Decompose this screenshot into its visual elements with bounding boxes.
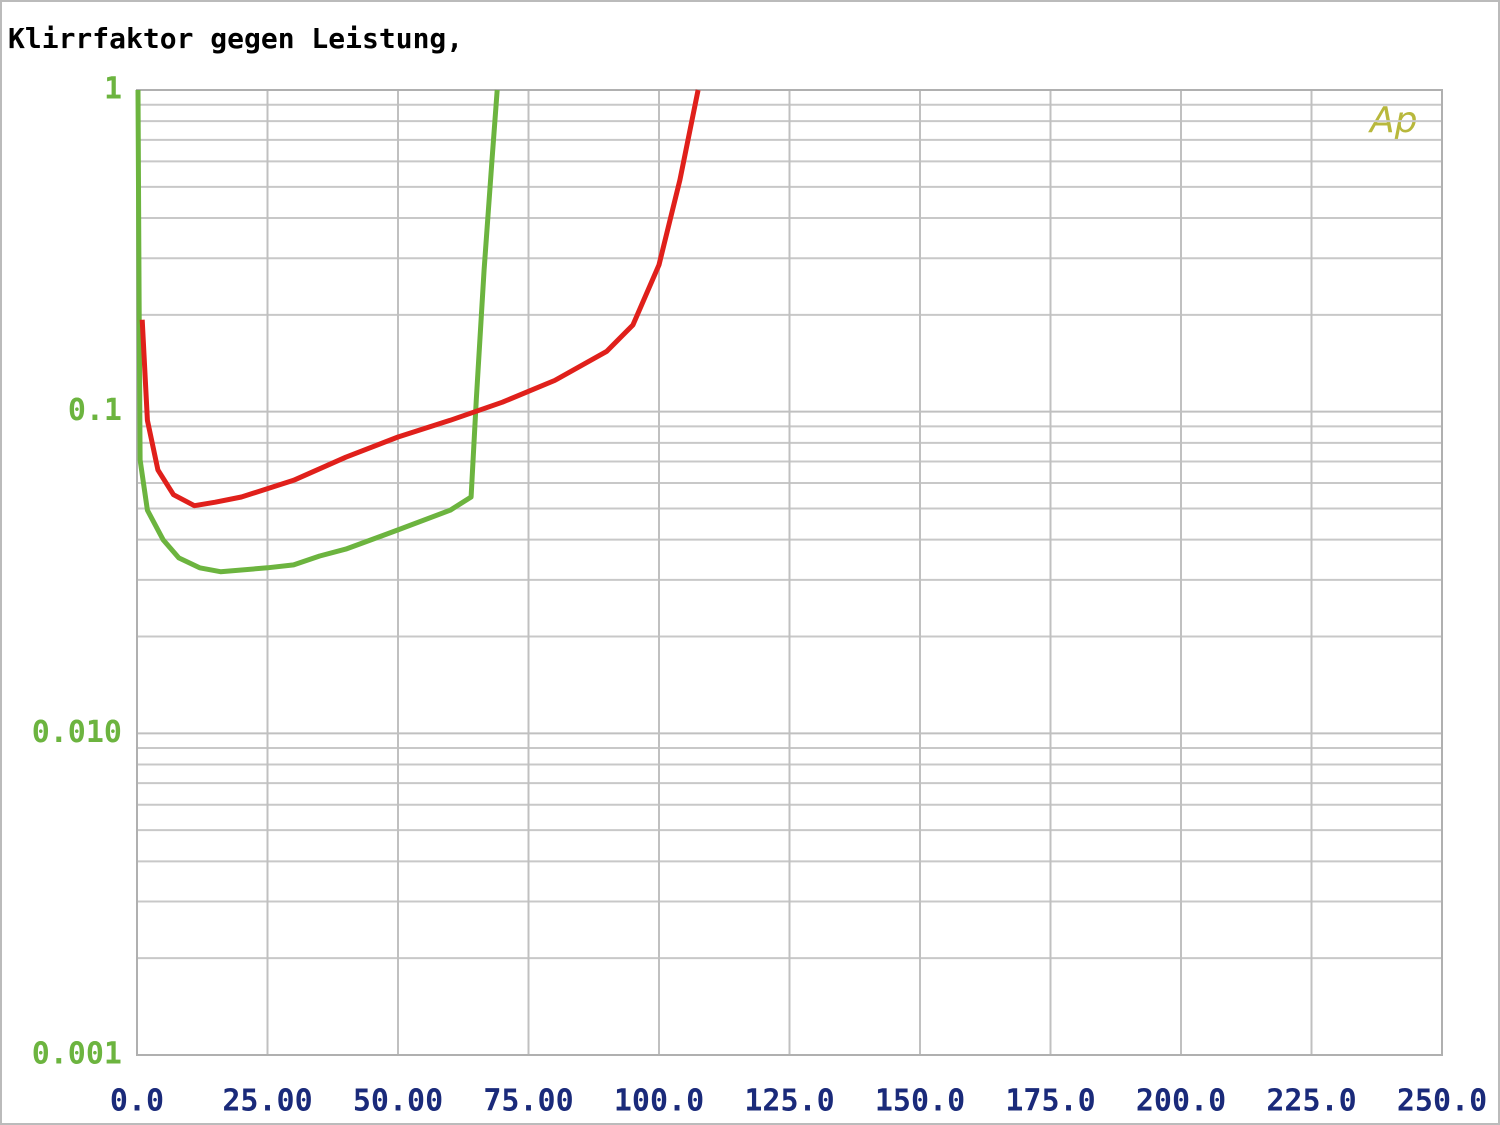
x-tick-label: 25.00 [222,1084,312,1119]
x-tick-label: 250.0 [1397,1084,1487,1119]
x-tick-label: 0.0 [110,1084,164,1119]
x-tick-label: 100.0 [614,1084,704,1119]
x-tick-label: 50.00 [353,1084,443,1119]
x-tick-label: 175.0 [1005,1084,1095,1119]
chart-title: Klirrfaktor gegen Leistung, [8,22,463,55]
y-tick-label: 0.010 [32,715,122,750]
x-tick-label: 75.00 [483,1084,573,1119]
x-tick-label: 150.0 [875,1084,965,1119]
series-line [139,89,701,509]
x-tick-label: 200.0 [1136,1084,1226,1119]
plot-border [136,89,1443,1056]
series-line [135,89,500,575]
y-tick-label: 0.001 [32,1037,122,1072]
x-tick-label: 125.0 [744,1084,834,1119]
x-tick-label: 225.0 [1266,1084,1356,1119]
y-tick-label: 0.1 [68,393,122,428]
y-tick-label: 1 [104,72,122,107]
